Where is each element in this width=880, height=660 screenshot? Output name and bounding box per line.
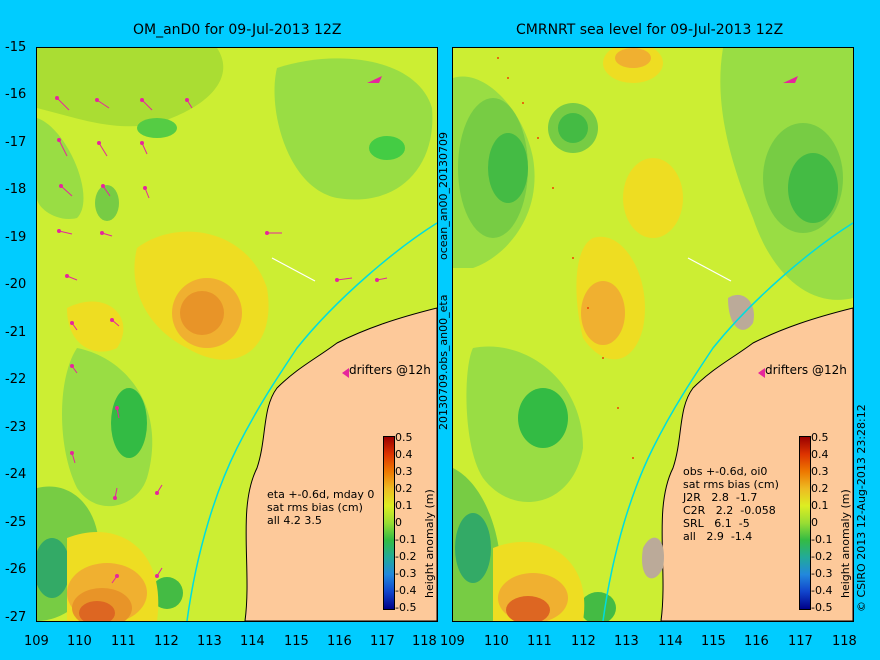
colorbar-tick: 0.5 xyxy=(395,431,413,444)
left-drifters-label: drifters @12h xyxy=(349,363,431,377)
colorbar-tick: -0.5 xyxy=(395,601,417,614)
colorbar-tick: -0.2 xyxy=(811,550,833,563)
right-drifter-markers xyxy=(758,76,798,378)
colorbar-tick: -0.2 xyxy=(395,550,417,563)
y-tick: -26 xyxy=(5,562,27,577)
x-tick: 110 xyxy=(484,634,509,649)
colorbar-tick: 0.3 xyxy=(811,465,829,478)
colorbar-tick: 0 xyxy=(811,516,818,529)
y-tick: -25 xyxy=(5,515,27,530)
colorbar-tick: 0 xyxy=(395,516,402,529)
x-tick: 118 xyxy=(832,634,857,649)
colorbar-tick: -0.3 xyxy=(811,567,833,580)
left-stats-text: eta +-0.6d, mday 0 sat rms bias (cm) all… xyxy=(267,488,375,527)
left-colorbar-title: height anomaly (m) xyxy=(423,489,436,598)
left-current-vectors xyxy=(55,76,388,584)
colorbar-tick: 0.2 xyxy=(811,482,829,495)
left-sea-level-field xyxy=(37,48,437,621)
y-tick: -20 xyxy=(5,277,27,292)
right-sea-level-field xyxy=(453,48,853,621)
y-tick: -18 xyxy=(5,182,27,197)
x-tick: 118 xyxy=(412,634,437,649)
x-tick: 111 xyxy=(111,634,136,649)
x-tick: 116 xyxy=(327,634,352,649)
colorbar-tick: 0.4 xyxy=(811,448,829,461)
y-tick: -19 xyxy=(5,230,27,245)
right-map-panel: drifters @12h obs +-0.6d, oi0 sat rms bi… xyxy=(452,47,854,622)
colorbar-tick: -0.1 xyxy=(811,533,833,546)
x-tick: 117 xyxy=(788,634,813,649)
x-tick: 111 xyxy=(527,634,552,649)
x-tick: 109 xyxy=(24,634,49,649)
colorbar-tick: 0.4 xyxy=(395,448,413,461)
colorbar-tick: -0.3 xyxy=(395,567,417,580)
x-tick: 113 xyxy=(614,634,639,649)
colorbar-tick: 0.3 xyxy=(395,465,413,478)
left-colorbar xyxy=(383,436,395,610)
right-drifters-label: drifters @12h xyxy=(765,363,847,377)
left-side-label-bottom: 20130709.obs_an00_eta xyxy=(437,294,450,430)
y-tick: -16 xyxy=(5,87,27,102)
colorbar-tick: 0.1 xyxy=(395,499,413,512)
x-tick: 109 xyxy=(440,634,465,649)
right-colorbar xyxy=(799,436,811,610)
copyright-label: © CSIRO 2013 12-Aug-2013 23:28:12 xyxy=(855,404,868,612)
colorbar-tick: -0.4 xyxy=(395,584,417,597)
y-tick: -24 xyxy=(5,467,27,482)
right-map-title: CMRNRT sea level for 09-Jul-2013 12Z xyxy=(516,22,784,38)
left-side-label-top: ocean_an00_20130709 xyxy=(437,132,450,260)
x-tick: 116 xyxy=(744,634,769,649)
right-stats-text: obs +-0.6d, oi0 sat rms bias (cm) J2R 2.… xyxy=(683,465,779,543)
colorbar-tick: -0.4 xyxy=(811,584,833,597)
x-tick: 114 xyxy=(240,634,265,649)
y-tick: -17 xyxy=(5,135,27,150)
left-map-panel: drifters @12h eta +-0.6d, mday 0 sat rms… xyxy=(36,47,438,622)
x-tick: 112 xyxy=(571,634,596,649)
x-tick: 110 xyxy=(67,634,92,649)
x-tick: 117 xyxy=(370,634,395,649)
right-colorbar-title: height anomaly (m) xyxy=(839,489,852,598)
y-tick: -22 xyxy=(5,372,27,387)
x-tick: 113 xyxy=(197,634,222,649)
x-tick: 115 xyxy=(284,634,309,649)
y-tick: -15 xyxy=(5,40,27,55)
left-map-title: OM_anD0 for 09-Jul-2013 12Z xyxy=(133,22,342,38)
x-tick: 114 xyxy=(658,634,683,649)
x-tick: 115 xyxy=(701,634,726,649)
colorbar-tick: 0.1 xyxy=(811,499,829,512)
x-tick: 112 xyxy=(154,634,179,649)
y-tick: -23 xyxy=(5,420,27,435)
colorbar-tick: 0.2 xyxy=(395,482,413,495)
colorbar-tick: -0.1 xyxy=(395,533,417,546)
colorbar-tick: 0.5 xyxy=(811,431,829,444)
y-tick: -27 xyxy=(5,610,27,625)
y-tick: -21 xyxy=(5,325,27,340)
colorbar-tick: -0.5 xyxy=(811,601,833,614)
